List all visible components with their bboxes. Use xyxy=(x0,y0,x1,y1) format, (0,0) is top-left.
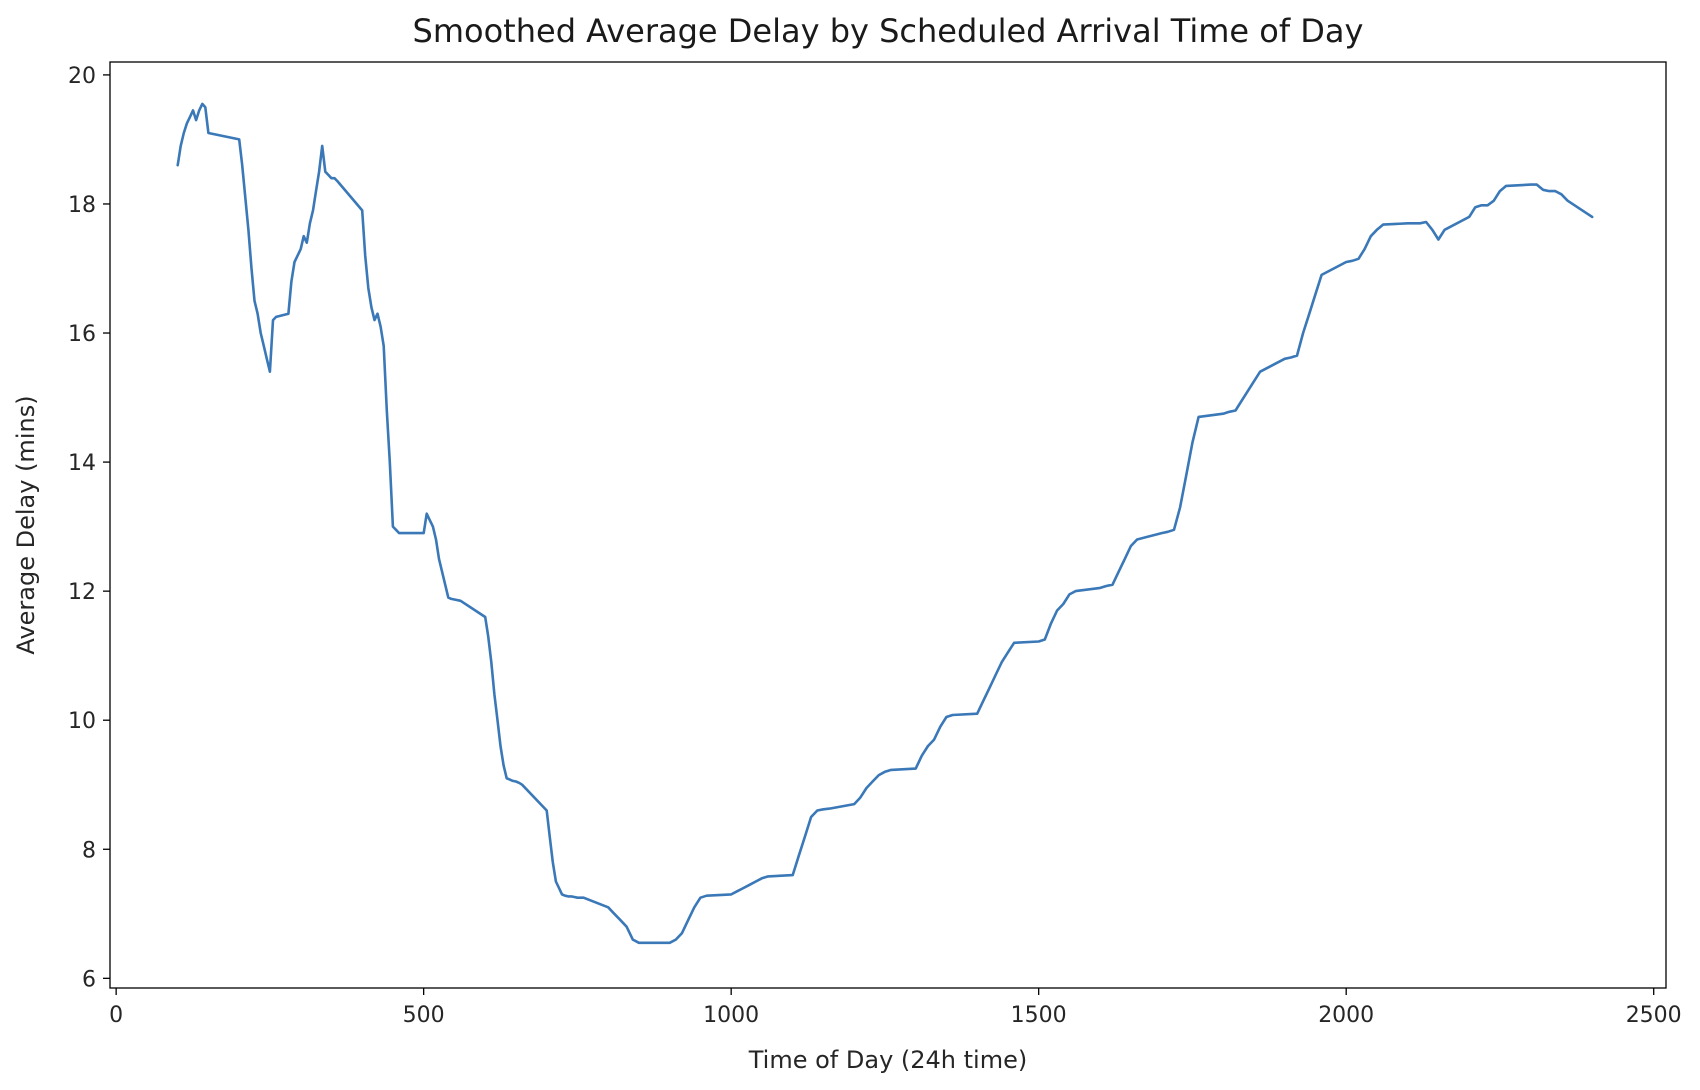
y-tick-label: 10 xyxy=(68,709,96,734)
x-tick-label: 2000 xyxy=(1318,1003,1374,1028)
y-tick-label: 18 xyxy=(68,193,96,218)
x-tick-label: 1500 xyxy=(1011,1003,1067,1028)
y-tick-label: 12 xyxy=(68,580,96,605)
plot-frame xyxy=(109,61,1667,989)
y-tick-label: 14 xyxy=(68,451,96,476)
x-tick-label: 500 xyxy=(403,1003,445,1028)
x-axis-label: Time of Day (24h time) xyxy=(748,1046,1027,1074)
x-tick-label: 2500 xyxy=(1626,1003,1682,1028)
data-series-line xyxy=(176,102,1594,945)
y-tick-label: 16 xyxy=(68,322,96,347)
y-tick-label: 8 xyxy=(82,838,96,863)
chart-title: Smoothed Average Delay by Scheduled Arri… xyxy=(413,12,1364,50)
y-axis-label: Average Delay (mins) xyxy=(12,395,40,654)
y-tick-label: 6 xyxy=(82,967,96,992)
x-tick-label: 1000 xyxy=(703,1003,759,1028)
x-tick-label: 0 xyxy=(109,1003,123,1028)
y-tick-label: 20 xyxy=(68,64,96,89)
plot-area: 0 500 1000 1500 2000 2500 6 8 10 12 14 16 18 20 xyxy=(68,61,1682,1028)
